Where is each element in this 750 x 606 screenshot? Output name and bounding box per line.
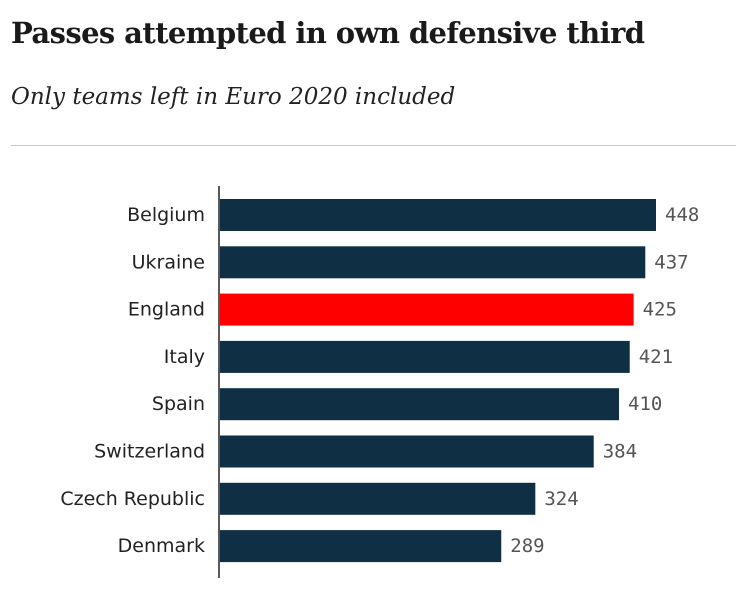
- bar-denmark: [220, 530, 502, 563]
- bar-england: [220, 293, 634, 326]
- value-label-belgium: 448: [665, 204, 699, 226]
- category-label-denmark: Denmark: [118, 535, 205, 557]
- value-label-switzerland: 384: [603, 441, 637, 463]
- value-label-england: 425: [643, 299, 677, 321]
- value-label-czech-republic: 324: [544, 488, 578, 510]
- value-label-denmark: 289: [510, 535, 544, 557]
- chart-subtitle: Only teams left in Euro 2020 included: [11, 84, 456, 110]
- value-label-spain: 410: [628, 393, 662, 415]
- chart-title: Passes attempted in own defensive third: [11, 16, 645, 50]
- bar-czech-republic: [220, 482, 536, 515]
- bar-belgium: [220, 199, 656, 231]
- bar-ukraine: [220, 246, 646, 279]
- title-divider: [11, 145, 736, 146]
- category-label-switzerland: Switzerland: [94, 441, 205, 463]
- category-label-czech-republic: Czech Republic: [60, 488, 205, 510]
- bar-spain: [220, 388, 620, 421]
- bar-italy: [220, 340, 630, 373]
- category-label-italy: Italy: [164, 346, 205, 368]
- category-label-belgium: Belgium: [127, 204, 205, 226]
- value-label-italy: 421: [639, 346, 673, 368]
- category-label-ukraine: Ukraine: [132, 251, 205, 273]
- bar-switzerland: [220, 435, 594, 468]
- category-label-england: England: [128, 299, 205, 321]
- category-label-spain: Spain: [152, 393, 205, 415]
- value-label-ukraine: 437: [654, 251, 688, 273]
